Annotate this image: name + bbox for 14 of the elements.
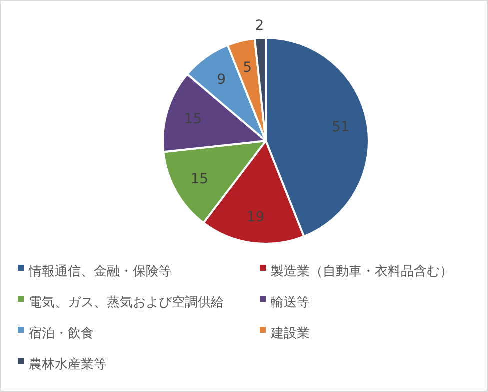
data-label: 51: [332, 120, 350, 136]
legend-label: 輸送等: [271, 296, 310, 311]
legend-label: 情報通信、金融・保険等: [28, 264, 172, 280]
data-label: 19: [246, 210, 265, 226]
data-label: 5: [243, 60, 252, 76]
data-label: 15: [184, 112, 202, 128]
legend-label: 製造業（自動車・衣料品含む）: [271, 264, 453, 280]
legend-label: 建設業: [270, 326, 310, 342]
legend-label: 農林水産業等: [29, 356, 107, 373]
data-label: 15: [190, 172, 209, 188]
legend-label: 宿泊・飲食: [29, 326, 94, 342]
legend-label: 電気、ガス、蒸気および空調供給: [29, 296, 224, 311]
data-label: 2: [255, 18, 264, 34]
data-label: 9: [217, 72, 226, 88]
